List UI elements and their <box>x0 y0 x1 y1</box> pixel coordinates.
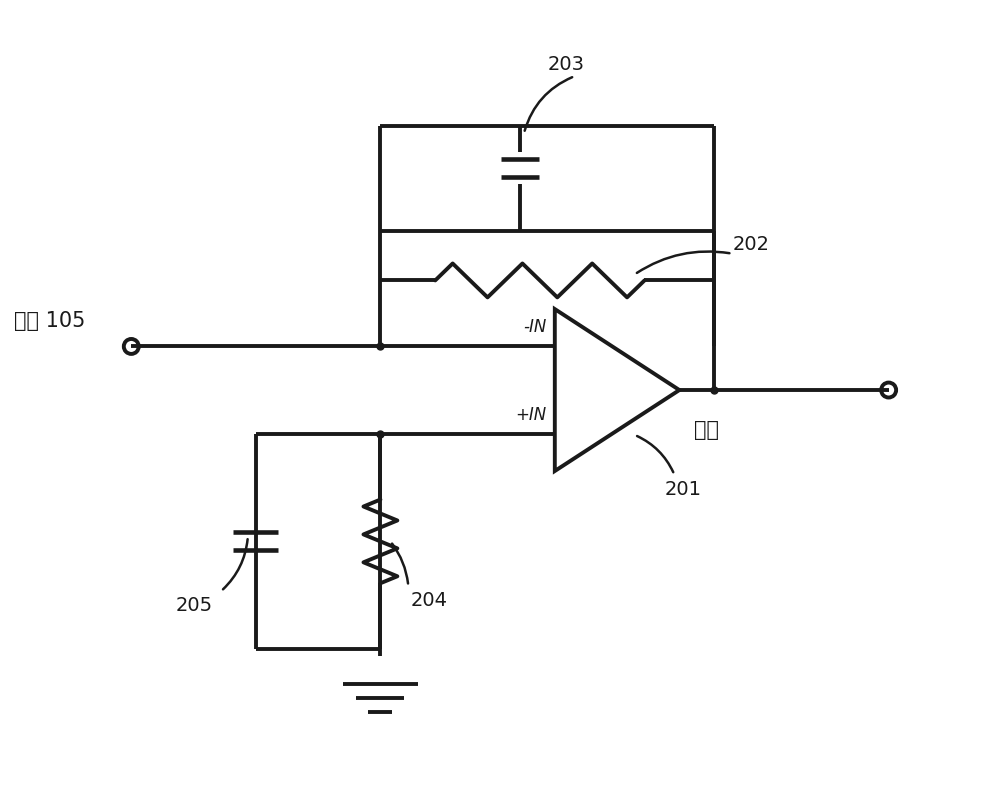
Text: -IN: -IN <box>524 319 547 336</box>
Text: 输出: 输出 <box>694 420 719 440</box>
Text: +IN: +IN <box>516 406 547 423</box>
Text: 203: 203 <box>548 55 585 74</box>
Text: 来自 105: 来自 105 <box>14 312 85 332</box>
Text: 205: 205 <box>176 597 213 615</box>
Text: 202: 202 <box>732 234 769 254</box>
Text: 204: 204 <box>410 591 447 610</box>
Text: 201: 201 <box>664 480 701 499</box>
